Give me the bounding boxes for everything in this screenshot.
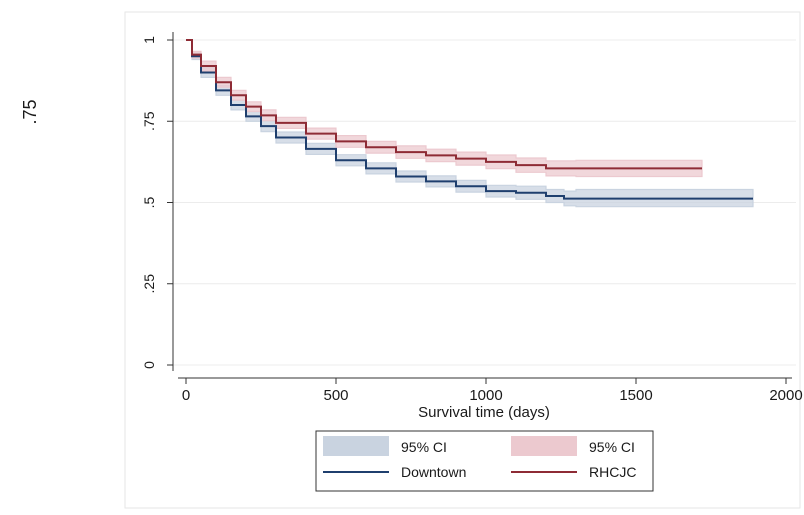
y-tick-label: .25 <box>141 274 157 294</box>
survival-line-downtown <box>186 39 753 200</box>
legend-label: 95% CI <box>401 439 447 455</box>
ci-bands <box>186 39 754 208</box>
y-tick-label: 1 <box>141 36 157 44</box>
axes: 0 .25 .5 .75 1 0 500 1000 1500 2000 <box>141 32 803 404</box>
y-tick-label: .5 <box>141 196 157 208</box>
legend-swatch-band <box>323 436 389 456</box>
side-label: .75 <box>20 99 40 124</box>
legend-label: Downtown <box>401 464 466 480</box>
x-tick-label: 0 <box>182 387 190 404</box>
legend-label: 95% CI <box>589 439 635 455</box>
x-tick-label: 1000 <box>469 387 502 404</box>
ci-band-downtown <box>186 39 754 208</box>
y-tick-label: .75 <box>141 111 157 131</box>
x-tick-label: 2000 <box>769 387 802 404</box>
legend-swatch-band <box>511 436 577 456</box>
survival-lines <box>186 39 753 200</box>
legend-box <box>315 430 654 492</box>
x-tick-label: 500 <box>323 387 348 404</box>
legend-label: RHCJC <box>589 464 636 480</box>
x-axis-title: Survival time (days) <box>418 404 550 421</box>
y-tick-label: 0 <box>141 361 157 369</box>
chart-frame <box>124 11 801 509</box>
survival-line-rhcjc <box>186 39 702 170</box>
x-tick-label: 1500 <box>619 387 652 404</box>
legend: 95% CI 95% CI Downtown RHCJC <box>315 430 654 492</box>
